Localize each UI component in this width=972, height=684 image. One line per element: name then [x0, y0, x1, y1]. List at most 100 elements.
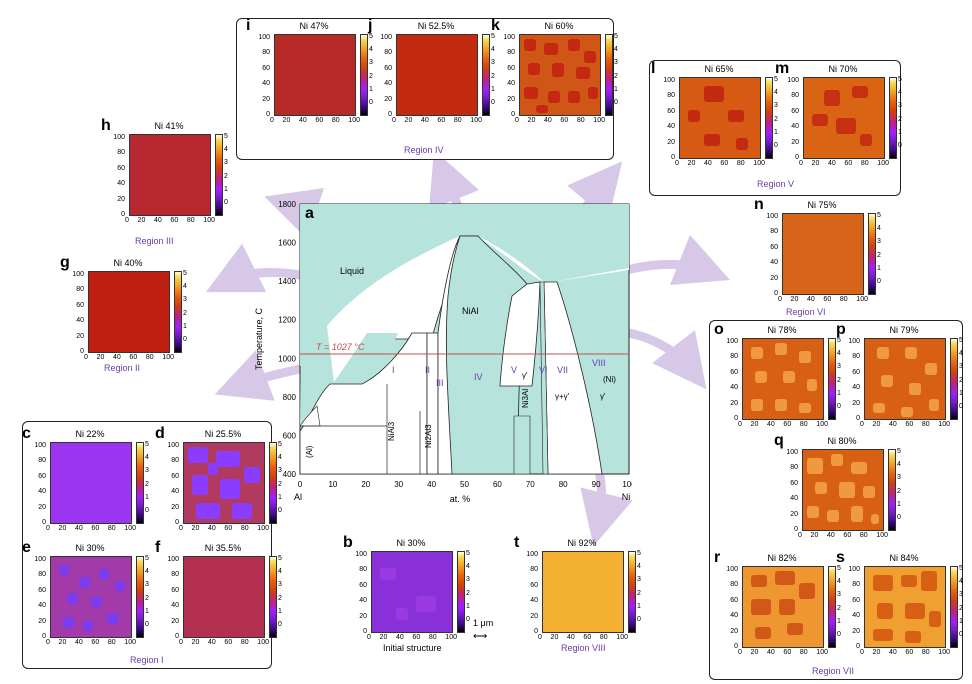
precipitate — [852, 86, 868, 98]
composition-map — [88, 271, 170, 353]
colorbar-tick: 4 — [491, 46, 495, 54]
precipitate — [524, 39, 536, 51]
precipitate — [63, 617, 75, 629]
map-y-tick: 100 — [848, 566, 860, 573]
map-x-tick: 40 — [766, 421, 775, 428]
y-tick: 1800 — [278, 200, 296, 209]
colorbar-tick: 3 — [369, 59, 373, 67]
map-x-tick: 0 — [860, 649, 864, 656]
colorbar-tick: 3 — [877, 238, 881, 246]
temp-line-label: T = 1027 °C — [316, 342, 365, 352]
colorbar-tick: 2 — [614, 72, 618, 80]
panel-title: Ni 52.5% — [417, 21, 455, 31]
map-x-ticks: 0 20 40 60 80 100 — [46, 525, 136, 532]
map-x-tick: 40 — [566, 634, 575, 641]
panel-letter: j — [368, 17, 373, 34]
precipitate — [751, 575, 767, 587]
map-x-tick: 80 — [240, 639, 249, 646]
map-x-tick: 60 — [224, 525, 233, 532]
colorbar-tick: 0 — [466, 616, 470, 624]
colorbar-tick: 1 — [959, 389, 963, 397]
panel-letter: q — [774, 432, 784, 449]
colorbar-tick: 3 — [837, 591, 841, 599]
map-y-tick: 100 — [72, 271, 84, 278]
x-tick: 0 — [298, 480, 303, 489]
map-x-tick: 20 — [810, 532, 819, 539]
precipitate — [536, 105, 548, 114]
precipitate — [815, 482, 827, 494]
map-y-ticks: 100 80 60 40 20 0 — [250, 30, 270, 122]
composition-map — [742, 566, 824, 648]
map-x-tick: 100 — [257, 525, 269, 532]
colorbar-tick: 0 — [959, 403, 963, 411]
map-x-tick: 0 — [738, 649, 742, 656]
ni-label: (Ni) — [603, 375, 616, 384]
map-x-tick: 20 — [527, 117, 536, 124]
map-y-tick: 20 — [791, 138, 799, 146]
colorbar-ticks: 5 4 3 2 1 0 — [898, 73, 902, 152]
map-x-tick: 0 — [392, 117, 396, 124]
colorbar-tick: 0 — [145, 621, 149, 629]
precipitate — [751, 399, 763, 411]
map-y-tick: 80 — [790, 464, 798, 472]
map-y-tick: 40 — [359, 597, 367, 605]
panel-title: Ni 92% — [567, 538, 597, 548]
colorbar-ticks: 5 4 3 2 1 0 — [959, 334, 963, 413]
map-x-tick: 60 — [583, 634, 592, 641]
map-panel-k: k Ni 60% 5 4 3 2 1 0 100 80 60 40 20 0 0 20 40 60 80 100 — [491, 17, 641, 139]
colorbar-tick: 3 — [898, 102, 902, 110]
map-y-tick: 60 — [852, 596, 860, 604]
colorbar — [360, 34, 368, 116]
map-y-tick: 40 — [171, 488, 179, 496]
map-x-ticks: 0 20 40 60 80 100 — [46, 639, 136, 646]
precipitate — [83, 621, 93, 631]
map-y-tick: 100 — [503, 34, 515, 41]
precipitate — [905, 347, 917, 359]
map-y-ticks: 100 80 60 40 20 0 — [840, 334, 860, 426]
map-x-ticks: 0 20 40 60 80 100 — [778, 296, 868, 303]
map-y-tick: 60 — [730, 368, 738, 376]
map-panel-p: p Ni 79% 5 4 3 2 1 0 100 80 60 40 20 0 0 20 40 60 80 100 — [836, 321, 972, 443]
scale-bar-label: 1 μm — [473, 618, 494, 628]
precipitate — [552, 63, 564, 78]
colorbar-tick: 1 — [278, 493, 282, 501]
panel-letter: n — [754, 196, 764, 213]
colorbar-tick: 0 — [224, 199, 228, 207]
colorbar-ticks: 5 4 3 2 1 0 — [145, 438, 149, 517]
map-y-tick: 0 — [363, 628, 367, 636]
map-x-tick: 80 — [799, 421, 808, 428]
map-x-tick: 100 — [876, 532, 888, 539]
ni3al-bottom — [513, 415, 531, 475]
map-y-tick: 60 — [76, 301, 84, 309]
liquid-main — [300, 204, 629, 426]
map-y-tick: 80 — [852, 581, 860, 589]
map-x-ticks: 0 20 40 60 80 100 — [84, 354, 174, 361]
x-tick: 100 — [622, 480, 632, 489]
precipitate — [807, 379, 817, 391]
composition-map — [864, 566, 946, 648]
precipitate — [755, 627, 771, 639]
map-x-tick: 40 — [74, 525, 83, 532]
y-axis-label: Temperature, C — [254, 307, 264, 370]
precipitate — [244, 467, 260, 483]
colorbar-tick: 2 — [278, 594, 282, 602]
scale-bar: ⟷ — [473, 631, 488, 642]
colorbar-tick: 0 — [637, 616, 641, 624]
map-x-tick: 60 — [720, 160, 729, 167]
colorbar-ticks: 5 4 3 2 1 0 — [774, 73, 778, 152]
map-y-tick: 100 — [787, 77, 799, 84]
map-y-tick: 0 — [856, 643, 860, 651]
precipitate — [807, 458, 823, 474]
map-x-tick: 0 — [46, 639, 50, 646]
map-y-tick: 60 — [790, 479, 798, 487]
composition-map — [803, 77, 885, 159]
precipitate — [807, 506, 819, 518]
precipitate — [79, 577, 91, 589]
map-y-tick: 60 — [730, 596, 738, 604]
map-y-tick: 80 — [171, 571, 179, 579]
colorbar — [628, 551, 636, 633]
colorbar-tick: 5 — [877, 212, 881, 219]
map-y-tick: 40 — [791, 123, 799, 131]
map-y-tick: 40 — [507, 80, 515, 88]
precipitate — [860, 134, 872, 146]
